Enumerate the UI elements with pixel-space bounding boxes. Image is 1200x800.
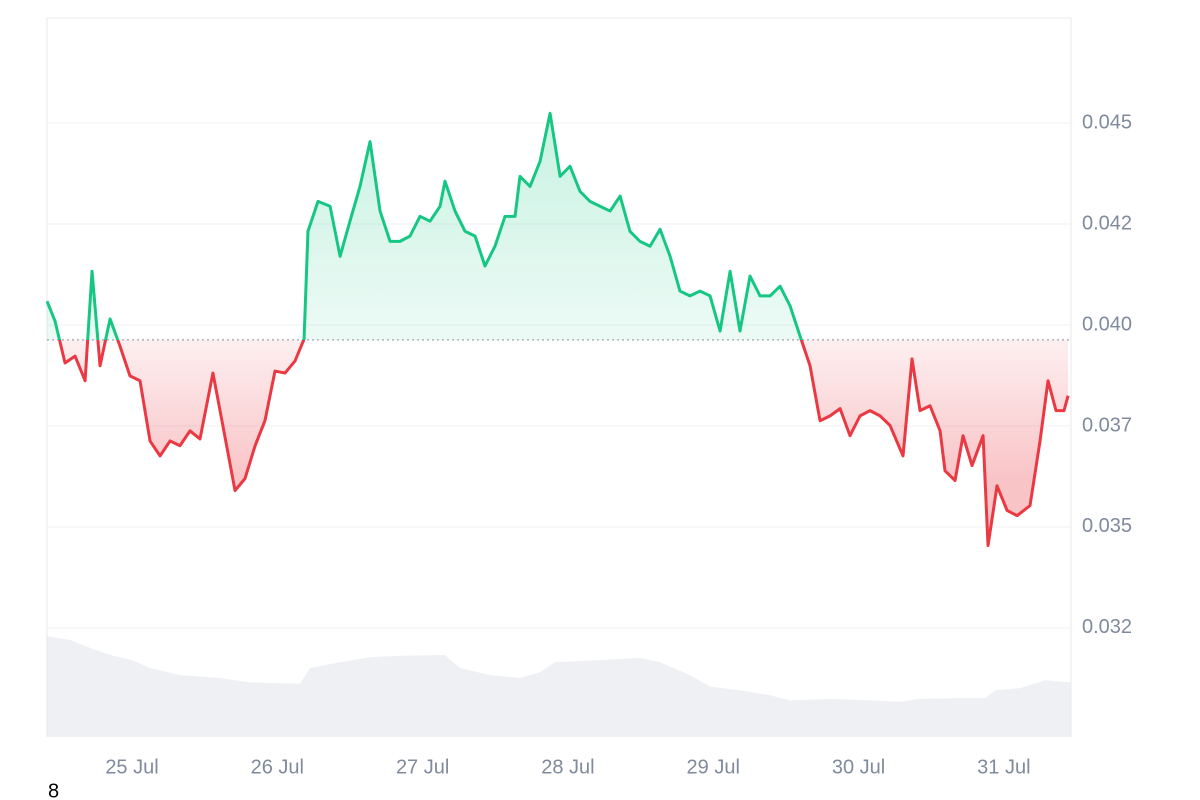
x-tick-label: 31 Jul	[977, 756, 1030, 778]
y-tick-label: 0.045	[1082, 111, 1132, 133]
x-tick-label: 28 Jul	[541, 756, 594, 778]
x-tick-label: 26 Jul	[251, 756, 304, 778]
x-tick-label: 27 Jul	[396, 756, 449, 778]
y-tick-label: 0.032	[1082, 616, 1132, 638]
x-tick-label: 30 Jul	[832, 756, 885, 778]
volume-area	[47, 636, 1071, 737]
y-tick-label: 0.040	[1082, 313, 1132, 335]
x-tick-label: 25 Jul	[105, 756, 158, 778]
footnote: 8	[48, 780, 59, 800]
y-tick-label: 0.035	[1082, 515, 1132, 537]
x-tick-label: 29 Jul	[687, 756, 740, 778]
y-tick-label: 0.037	[1082, 414, 1132, 436]
price-area	[47, 113, 1069, 546]
y-tick-label: 0.042	[1082, 212, 1132, 234]
price-line	[45, 111, 1070, 548]
